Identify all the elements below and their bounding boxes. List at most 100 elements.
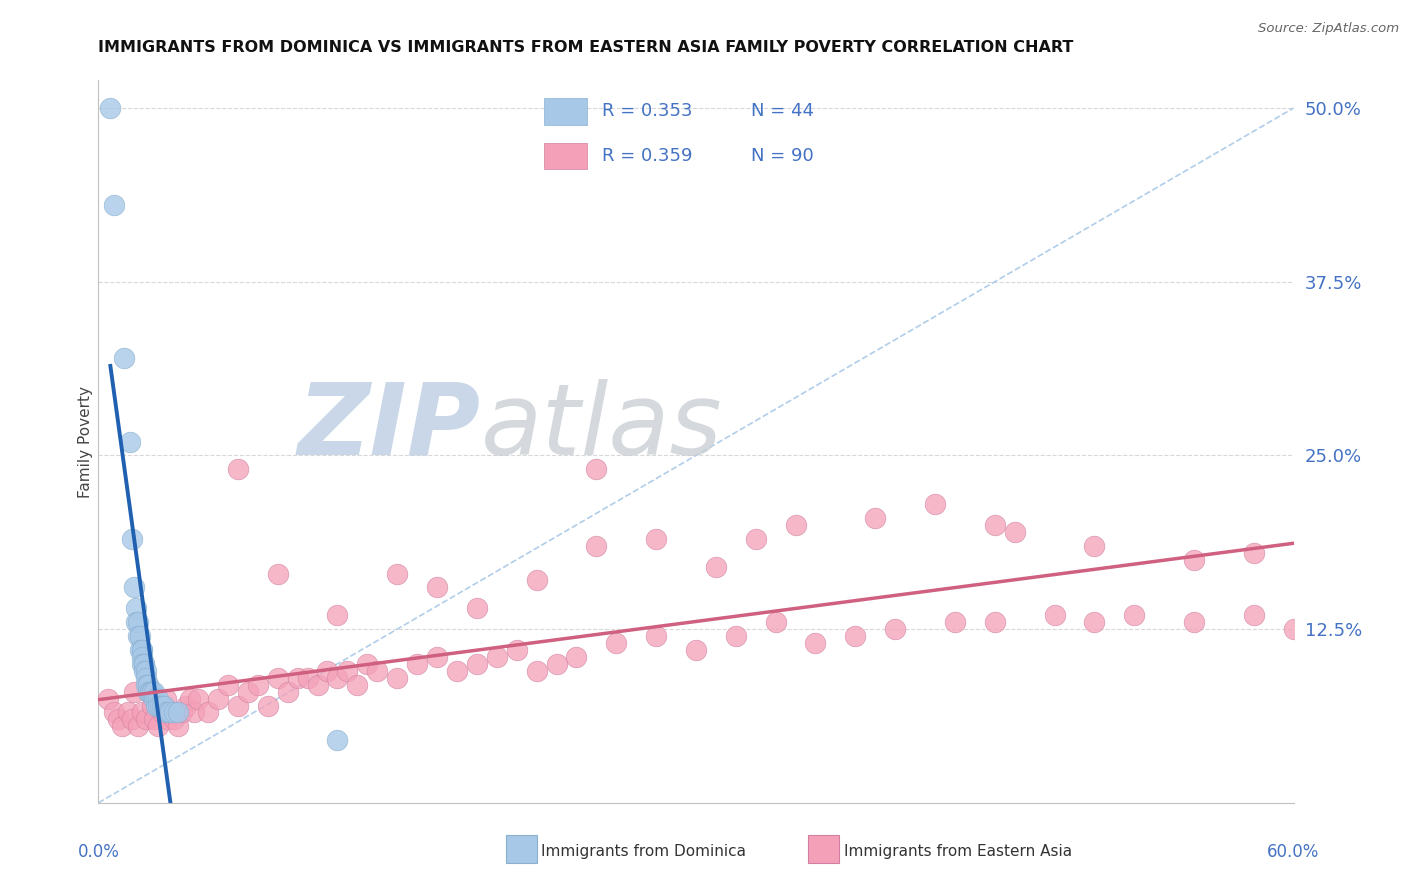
Point [167,719,190,733]
Point [150,706,173,720]
Point [187,691,209,706]
Point [127,719,149,733]
Point [129,643,152,657]
Point [884,622,907,636]
Point [406,657,429,671]
Text: N = 44: N = 44 [751,102,814,120]
Point [131,643,153,657]
Point [924,497,946,511]
Point [107,713,129,727]
Point [148,719,170,733]
Point [131,657,153,671]
Point [804,636,827,650]
Point [125,601,148,615]
Point [565,649,588,664]
Point [307,678,329,692]
Point [645,532,668,546]
Point [226,462,249,476]
Point [585,539,607,553]
Point [127,629,149,643]
FancyBboxPatch shape [544,143,586,169]
Point [143,713,166,727]
Point [112,351,135,366]
Text: IMMIGRANTS FROM DOMINICA VS IMMIGRANTS FROM EASTERN ASIA FAMILY POVERTY CORRELAT: IMMIGRANTS FROM DOMINICA VS IMMIGRANTS F… [98,40,1074,55]
Point [426,649,449,664]
Point [446,664,468,678]
Point [277,684,299,698]
Text: 0.0%: 0.0% [77,843,120,861]
Point [605,636,627,650]
Text: Source: ZipAtlas.com: Source: ZipAtlas.com [1258,22,1399,36]
Point [1123,608,1146,623]
Point [704,559,727,574]
Point [124,684,146,698]
Point [865,511,887,525]
Point [121,713,143,727]
Point [139,684,162,698]
Point [297,671,319,685]
Point [546,657,568,671]
Point [103,706,125,720]
Point [1243,608,1265,623]
Text: R = 0.359: R = 0.359 [602,146,693,165]
Point [1282,622,1305,636]
Point [465,601,488,615]
Point [145,691,167,706]
Point [160,706,183,720]
Point [217,678,239,692]
Point [179,691,201,706]
Point [346,678,368,692]
Point [426,581,449,595]
Point [163,706,186,720]
Point [1083,539,1105,553]
Point [135,713,157,727]
Point [134,664,156,678]
Point [159,706,181,720]
Point [135,664,157,678]
Point [124,581,146,595]
Point [465,657,488,671]
Point [167,706,190,720]
Point [526,574,548,588]
Point [366,664,388,678]
Point [136,678,159,692]
Text: atlas: atlas [481,378,723,475]
Point [1004,524,1026,539]
Point [143,691,166,706]
Point [117,706,139,720]
Text: 60.0%: 60.0% [1267,843,1320,861]
Point [326,733,349,747]
Point [316,664,339,678]
Text: Immigrants from Eastern Asia: Immigrants from Eastern Asia [844,845,1071,859]
Point [148,691,170,706]
Point [745,532,768,546]
Text: R = 0.353: R = 0.353 [602,102,693,120]
Point [155,691,177,706]
Point [724,629,747,643]
Point [326,608,349,623]
Point [125,615,148,630]
Point [141,698,163,713]
Point [844,629,866,643]
FancyBboxPatch shape [506,835,537,863]
Point [145,698,167,713]
Point [645,629,668,643]
Point [134,657,156,671]
Point [326,671,349,685]
Point [136,684,159,698]
Point [246,678,269,692]
Point [139,684,162,698]
Point [121,532,143,546]
Point [153,698,176,713]
Point [287,671,309,685]
Point [120,434,142,449]
Point [256,698,278,713]
Point [143,684,166,698]
Point [943,615,966,630]
FancyBboxPatch shape [544,98,586,125]
Point [98,101,122,115]
Point [1243,546,1265,560]
Point [356,657,378,671]
Point [155,706,177,720]
Point [526,664,548,678]
